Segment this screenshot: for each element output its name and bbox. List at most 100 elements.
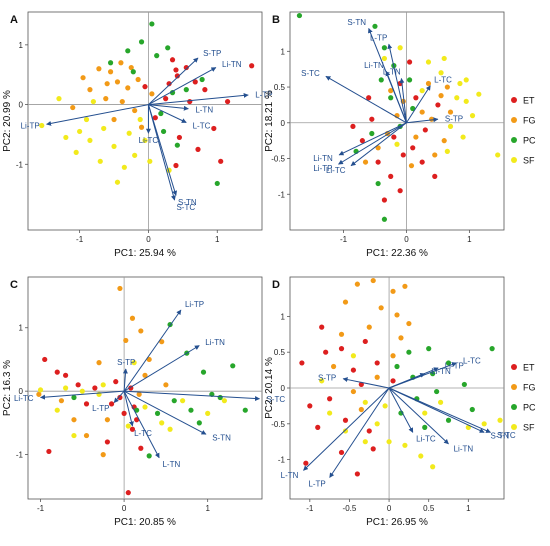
sample-point-sf — [100, 382, 106, 388]
sample-point-pc — [381, 45, 388, 51]
loading-arrow — [325, 75, 407, 124]
x-tick-label: 1 — [215, 235, 220, 244]
sample-point-fg — [441, 138, 447, 144]
sample-point-fg — [419, 109, 425, 115]
sample-point-et — [381, 197, 388, 203]
sample-point-pc — [445, 360, 452, 366]
sample-point-et — [374, 360, 380, 366]
sample-point-et — [390, 378, 396, 384]
x-tick-label: -0.5 — [343, 504, 357, 513]
y-tick-label: -1 — [16, 451, 24, 460]
panel-c: C -1 0 1 -1 0 1 PC1: 20.85 % PC2: 16.3 % Li-TP Li-… — [2, 276, 285, 528]
x-tick-label: -1 — [340, 235, 348, 244]
sample-point-sf — [83, 116, 90, 123]
sample-point-fg — [83, 432, 90, 439]
sample-point-et — [419, 159, 425, 165]
sample-point-pc — [406, 77, 413, 83]
sample-point-et — [299, 360, 305, 366]
sample-point-sf — [425, 59, 432, 65]
sample-point-pc — [125, 48, 131, 54]
sample-point-fg — [96, 66, 102, 72]
sample-point-et — [224, 98, 231, 105]
sample-point-fg — [429, 116, 435, 122]
sample-point-sf — [121, 164, 127, 170]
sample-point-et — [338, 346, 345, 352]
sample-point-pc — [406, 349, 412, 355]
sample-point-fg — [146, 356, 152, 363]
y-tick-label: 0 — [281, 384, 286, 393]
sample-point-sf — [386, 439, 392, 445]
loading-label: L-TN — [281, 471, 299, 480]
y-tick-label: 1 — [19, 41, 24, 50]
y-tick-label: 1 — [281, 47, 286, 56]
loading-label: S-TC — [266, 395, 285, 404]
sample-point-et — [92, 385, 98, 391]
loading-arrow — [148, 104, 187, 123]
sample-point-pc — [426, 346, 432, 352]
sample-point-pc — [154, 53, 160, 59]
sample-point-sf — [37, 387, 44, 393]
sample-point-sf — [397, 45, 403, 51]
sample-point-sf — [437, 399, 444, 405]
legend-swatch-pc — [511, 404, 517, 410]
loading-arrow — [406, 85, 431, 124]
sample-point-fg — [136, 391, 142, 397]
legend-swatch-sf — [511, 424, 517, 430]
sample-point-et — [174, 73, 180, 79]
sample-point-pc — [217, 394, 223, 401]
sample-point-fg — [58, 398, 65, 404]
x-tick-label: 1 — [467, 235, 472, 244]
sample-point-pc — [199, 76, 205, 83]
sample-point-et — [176, 134, 183, 141]
sample-point-et — [375, 159, 381, 165]
sample-point-fg — [100, 452, 106, 458]
sample-point-sf — [319, 378, 325, 384]
sample-point-sf — [382, 403, 388, 409]
x-tick-label: 0 — [387, 504, 392, 513]
sample-point-sf — [430, 464, 436, 470]
sample-point-et — [54, 369, 60, 375]
y-tick-label: 0 — [19, 101, 24, 110]
sample-point-et — [183, 64, 189, 71]
sample-point-pc — [188, 407, 194, 413]
loading-label: L-TC — [434, 76, 452, 85]
sample-point-sf — [137, 116, 143, 123]
sample-point-et — [307, 403, 313, 409]
sample-point-fg — [402, 283, 408, 289]
sample-point-pc — [149, 21, 155, 27]
legend-label: PC — [523, 403, 536, 413]
sample-point-sf — [132, 152, 138, 158]
loading-arrow — [147, 104, 176, 201]
sample-point-fg — [362, 159, 369, 165]
sample-point-pc — [388, 95, 394, 101]
loading-label: S-TP — [318, 373, 336, 382]
sample-point-pc — [369, 130, 375, 137]
panel-b: B -1 0 1 -1 -0.5 0 0.5 1 PC1: 22.36 % PC2: 18.21 %… — [264, 11, 505, 259]
loading-arrow — [123, 309, 182, 392]
loading-label: Li-TC — [14, 394, 34, 403]
y-tick-label: 1 — [281, 312, 286, 321]
sample-point-fg — [390, 353, 396, 359]
loading-label: S-TN — [347, 18, 366, 27]
sample-point-pc — [469, 406, 475, 413]
sample-point-et — [187, 98, 193, 105]
loading-arrow — [338, 122, 407, 156]
loading-label: S-TP — [445, 114, 463, 123]
sample-point-et — [121, 410, 127, 416]
sample-point-pc — [158, 110, 164, 117]
y-axis-label: PC2: 20.99 % — [2, 90, 13, 152]
loading-label: L-TP — [370, 33, 387, 42]
y-tick-label: 0.5 — [274, 83, 286, 92]
sample-point-et — [202, 87, 208, 93]
sample-point-et — [163, 96, 169, 102]
sample-point-pc — [200, 369, 207, 375]
sample-point-sf — [56, 96, 62, 102]
sample-point-fg — [438, 93, 444, 99]
sample-point-pc — [489, 346, 495, 352]
sample-point-et — [338, 449, 345, 456]
sample-point-et — [315, 424, 321, 430]
legend: ET FG PC SF — [511, 363, 536, 433]
panel-label: D — [272, 279, 280, 291]
sample-point-pc — [381, 216, 388, 222]
